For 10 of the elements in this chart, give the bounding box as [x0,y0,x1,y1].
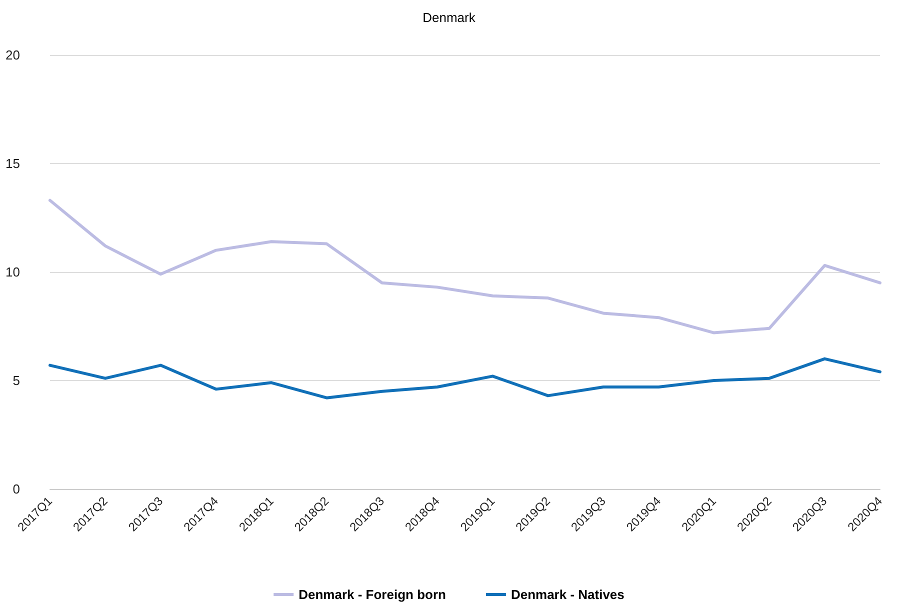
y-tick-label: 0 [12,482,20,496]
line-series [48,198,882,334]
legend-label: Denmark - Foreign born [298,587,446,602]
y-tick-label: 5 [12,373,20,388]
y-tick-label: 20 [6,48,20,62]
line-series [48,357,882,400]
y-tick-label: 10 [6,264,20,280]
legend-label: Denmark - Natives [510,587,624,602]
y-tick-label: 15 [6,156,20,171]
chart-title: Denmark [422,10,476,25]
